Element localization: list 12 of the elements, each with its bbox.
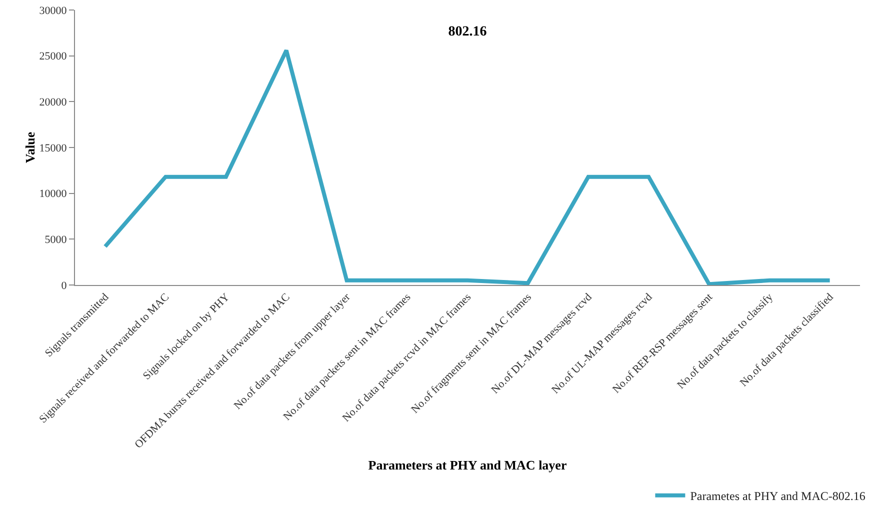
y-tick-label: 15000: [39, 142, 68, 154]
y-tick-label: 30000: [39, 4, 68, 17]
y-tick-label: 25000: [39, 50, 68, 63]
y-axis-title: Value: [22, 132, 38, 164]
line-series: [103, 48, 832, 285]
y-tick-label: 10000: [39, 188, 68, 200]
y-tick-label: 5000: [44, 234, 68, 246]
legend-label: Parametes at PHY and MAC-802.16: [690, 489, 866, 504]
text: 802.16: [448, 24, 487, 40]
x-axis-title: Parameters at PHY and MAC layer: [368, 458, 567, 473]
y-tick-label: 0: [61, 280, 68, 292]
y-tick-label: 20000: [39, 96, 68, 109]
